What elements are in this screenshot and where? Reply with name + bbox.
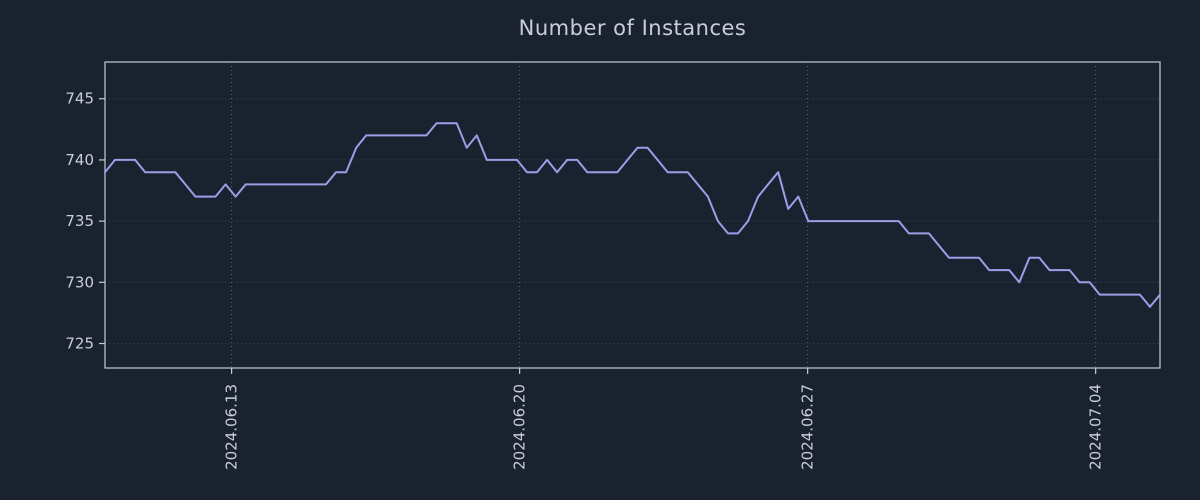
chart-title: Number of Instances [518,16,747,40]
instances-line [104,122,1161,308]
x-tick-label: 2024.06.13 [223,384,241,470]
x-tick-label: 2024.07.04 [1087,384,1105,470]
y-tick-label: 730 [65,273,94,291]
x-tick-label: 2024.06.27 [799,384,817,470]
y-tick-label: 725 [65,335,94,353]
x-tick-label: 2024.06.20 [511,384,529,470]
y-tick-label: 745 [65,90,94,108]
y-tick-label: 735 [65,212,94,230]
plot-border [104,61,1161,369]
y-tick-label: 740 [65,151,94,169]
